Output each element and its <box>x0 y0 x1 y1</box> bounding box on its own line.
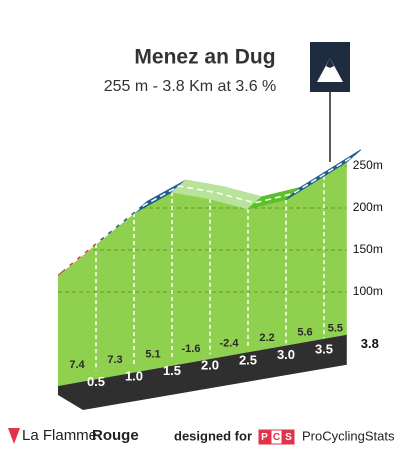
gradient-label: 5.6 <box>297 327 312 339</box>
chart-title: Menez an Dug <box>134 46 275 69</box>
x-tick-label: 3.8 <box>361 336 379 351</box>
x-tick-label: 2.0 <box>201 358 219 373</box>
gradient-label: 7.3 <box>107 354 122 366</box>
pcs-box <box>270 429 283 445</box>
front-face <box>58 161 347 386</box>
pcs-letter: P <box>261 432 268 443</box>
pcs-letter: S <box>285 432 292 443</box>
x-tick-label: 1.0 <box>125 369 143 384</box>
x-tick-label: 3.5 <box>315 341 333 356</box>
brand-light: La Flamme <box>22 427 97 444</box>
x-tick-label: 3.0 <box>277 347 295 362</box>
profile-line <box>64 155 355 270</box>
gradient-label: 2.2 <box>259 332 274 344</box>
site-name: ProCyclingStats <box>302 428 395 443</box>
designed-for: designed for <box>174 428 252 443</box>
mountain-snow <box>326 58 334 68</box>
gradient-label: 7.4 <box>69 359 85 371</box>
pcs-box <box>258 429 271 445</box>
pcs-box <box>282 429 295 445</box>
gradient-label: 5.5 <box>328 322 343 334</box>
pcs-letter: C <box>273 432 280 443</box>
y-tick-label: 200m <box>353 200 383 214</box>
mountain-icon <box>317 58 343 82</box>
gradient-label: -2.4 <box>220 337 240 349</box>
ground <box>58 334 347 410</box>
y-tick-label: 250m <box>353 158 383 172</box>
flame-icon <box>8 428 20 444</box>
y-tick-label: 150m <box>353 242 383 256</box>
x-tick-label: 0.5 <box>87 374 105 389</box>
brand-bold: Rouge <box>92 427 139 444</box>
y-tick-label: 100m <box>353 284 383 298</box>
x-tick-label: 1.5 <box>163 363 181 378</box>
gradient-label: -1.6 <box>182 343 201 355</box>
gradient-label: 5.1 <box>145 348 160 360</box>
chart-subtitle: 255 m - 3.8 Km at 3.6 % <box>104 78 277 95</box>
x-tick-label: 2.5 <box>239 352 257 367</box>
